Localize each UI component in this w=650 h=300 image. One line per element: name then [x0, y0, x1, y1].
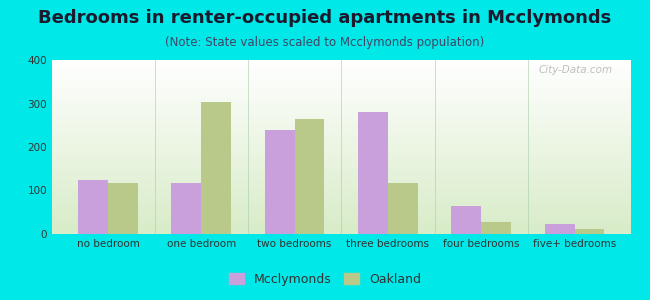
Bar	[202, 102, 231, 234]
Bar	[388, 183, 418, 234]
Bar	[172, 183, 202, 234]
Bar	[108, 183, 138, 234]
Text: City-Data.com: City-Data.com	[539, 65, 613, 75]
Legend: Mcclymonds, Oakland: Mcclymonds, Oakland	[224, 268, 426, 291]
Bar	[481, 222, 511, 234]
Text: Bedrooms in renter-occupied apartments in Mcclymonds: Bedrooms in renter-occupied apartments i…	[38, 9, 612, 27]
Bar	[294, 119, 324, 234]
Bar	[575, 229, 604, 234]
Bar	[358, 112, 388, 234]
Bar	[545, 224, 575, 234]
Bar	[265, 130, 294, 234]
Bar	[451, 206, 481, 234]
Bar	[78, 180, 108, 234]
Text: (Note: State values scaled to Mcclymonds population): (Note: State values scaled to Mcclymonds…	[165, 36, 485, 49]
